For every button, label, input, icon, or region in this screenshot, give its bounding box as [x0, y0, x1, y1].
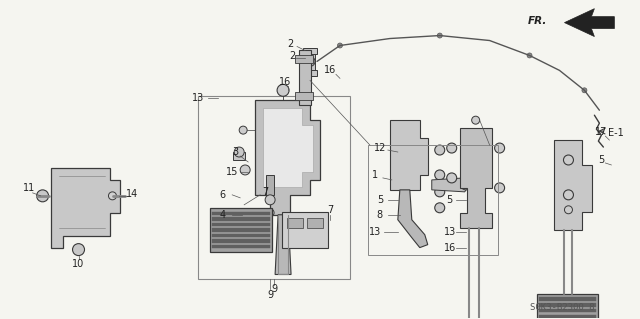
Text: 5: 5 — [377, 195, 383, 205]
Polygon shape — [398, 190, 428, 248]
Circle shape — [239, 126, 247, 134]
Text: 13: 13 — [192, 93, 204, 103]
Text: 1: 1 — [372, 170, 378, 180]
Circle shape — [435, 187, 445, 197]
Text: 13: 13 — [369, 227, 381, 237]
Circle shape — [447, 143, 457, 153]
Text: 14: 14 — [126, 189, 138, 199]
Polygon shape — [432, 178, 470, 192]
Circle shape — [472, 116, 479, 124]
Circle shape — [563, 190, 573, 200]
Bar — [266, 175, 274, 195]
Circle shape — [527, 53, 532, 58]
Circle shape — [108, 192, 116, 200]
Polygon shape — [51, 168, 120, 248]
Circle shape — [495, 143, 504, 153]
Circle shape — [495, 183, 504, 193]
Bar — [303, 70, 317, 76]
Bar — [212, 217, 270, 221]
Bar — [287, 218, 303, 228]
Text: 6: 6 — [219, 190, 225, 200]
Text: 10: 10 — [72, 258, 84, 269]
Text: 16: 16 — [279, 77, 291, 87]
Bar — [210, 208, 272, 252]
Bar — [295, 92, 313, 100]
Polygon shape — [255, 100, 320, 215]
Circle shape — [36, 190, 49, 202]
Text: 9: 9 — [267, 290, 273, 300]
Bar — [536, 294, 598, 319]
Bar — [282, 212, 328, 248]
Circle shape — [337, 43, 342, 48]
Circle shape — [437, 33, 442, 38]
Text: 7: 7 — [262, 187, 268, 197]
Bar — [538, 315, 596, 318]
Bar — [198, 96, 350, 279]
Circle shape — [277, 84, 289, 96]
Text: 15: 15 — [226, 167, 238, 177]
Text: S0K3-B2300 8: S0K3-B2300 8 — [529, 303, 594, 312]
Bar — [538, 297, 596, 301]
Text: 9: 9 — [271, 285, 277, 294]
Circle shape — [564, 206, 572, 214]
Text: 5: 5 — [447, 195, 453, 205]
Bar — [212, 228, 270, 232]
Text: 5: 5 — [598, 155, 605, 165]
Polygon shape — [564, 9, 614, 37]
Bar — [538, 303, 596, 307]
Polygon shape — [460, 128, 492, 228]
Text: 7: 7 — [327, 205, 333, 215]
Text: 17: 17 — [595, 127, 607, 137]
Circle shape — [582, 88, 587, 93]
Text: 3: 3 — [232, 147, 238, 157]
Circle shape — [265, 195, 275, 205]
Bar — [368, 145, 498, 255]
Polygon shape — [263, 108, 313, 187]
Bar — [295, 56, 313, 63]
Polygon shape — [275, 215, 291, 274]
Circle shape — [234, 147, 244, 157]
Circle shape — [447, 173, 457, 183]
Text: 11: 11 — [22, 183, 35, 193]
Polygon shape — [554, 140, 593, 230]
Text: 2: 2 — [289, 51, 295, 62]
Circle shape — [435, 203, 445, 213]
Bar — [538, 309, 596, 312]
Bar — [303, 48, 317, 55]
Circle shape — [435, 170, 445, 180]
Circle shape — [461, 180, 470, 190]
Bar — [212, 245, 270, 248]
Bar — [212, 234, 270, 237]
Text: 16: 16 — [324, 65, 336, 75]
Text: 13: 13 — [444, 227, 456, 237]
Text: 8: 8 — [377, 210, 383, 220]
Circle shape — [72, 244, 84, 256]
Polygon shape — [390, 120, 428, 190]
Bar — [299, 50, 311, 105]
Text: E-1: E-1 — [609, 128, 624, 138]
Text: 16: 16 — [444, 243, 456, 253]
Bar — [212, 239, 270, 243]
Bar — [307, 218, 323, 228]
Circle shape — [266, 209, 274, 217]
Text: 12: 12 — [374, 143, 386, 153]
Text: 4: 4 — [219, 210, 225, 220]
Text: FR.: FR. — [528, 16, 547, 26]
Bar — [233, 152, 245, 160]
Bar — [305, 48, 315, 76]
Text: 2: 2 — [287, 39, 293, 48]
Circle shape — [435, 145, 445, 155]
Bar — [212, 223, 270, 226]
Circle shape — [240, 165, 250, 175]
Circle shape — [305, 56, 315, 66]
Bar — [212, 212, 270, 215]
Circle shape — [563, 155, 573, 165]
